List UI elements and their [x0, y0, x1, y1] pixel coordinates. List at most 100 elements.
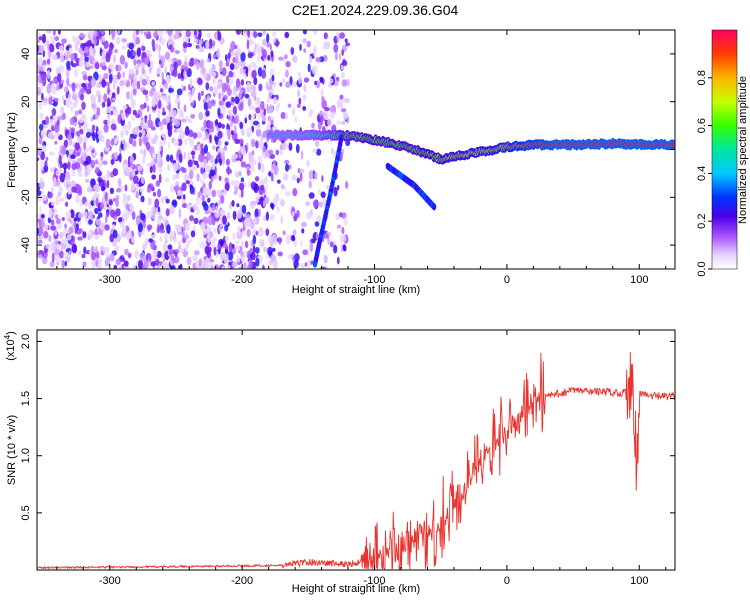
noise-cell: [154, 92, 159, 101]
noise-cell: [334, 52, 338, 61]
noise-cell: [245, 217, 252, 228]
noise-cell: [123, 142, 127, 152]
noise-cell: [188, 61, 194, 67]
noise-cell: [257, 98, 261, 107]
noise-cell: [94, 207, 99, 215]
noise-cell: [303, 48, 307, 53]
noise-cell: [164, 67, 167, 73]
noise-cell: [273, 96, 278, 105]
noise-cell: [121, 38, 127, 43]
noise-cell: [267, 85, 273, 90]
noise-cell: [238, 150, 242, 159]
noise-cell: [257, 155, 263, 164]
noise-cell: [61, 259, 65, 269]
noise-cell: [253, 120, 259, 126]
noise-cell: [201, 256, 205, 266]
noise-cell: [201, 66, 206, 74]
noise-cell: [229, 63, 235, 71]
noise-cell: [263, 176, 269, 185]
noise-cell: [148, 197, 152, 206]
noise-cell: [253, 76, 258, 86]
noise-cell: [311, 65, 318, 75]
noise-cell: [208, 180, 212, 190]
snr-series-line: [37, 351, 675, 570]
noise-cell: [78, 212, 84, 219]
noise-cell: [232, 105, 238, 115]
noise-cell: [329, 106, 334, 113]
noise-cell: [71, 94, 78, 101]
noise-cell: [140, 62, 145, 69]
noise-cell: [167, 37, 174, 46]
noise-cell: [260, 163, 265, 173]
noise-cell: [320, 115, 324, 126]
noise-cell: [184, 234, 189, 240]
noise-cell: [198, 258, 202, 268]
noise-cell: [172, 174, 176, 181]
noise-cell: [88, 231, 93, 238]
noise-cell: [288, 142, 293, 151]
x-tick-label: 100: [630, 274, 648, 286]
noise-cell: [209, 154, 215, 164]
noise-cell: [165, 115, 171, 123]
noise-cell: [108, 73, 113, 84]
noise-cell: [231, 96, 235, 103]
noise-cell: [244, 117, 248, 124]
noise-cell: [168, 141, 171, 149]
noise-cell: [189, 236, 193, 243]
noise-cell: [103, 40, 109, 49]
noise-cell: [339, 94, 344, 100]
noise-cell: [192, 132, 198, 139]
noise-cell: [178, 247, 184, 254]
noise-cell: [50, 219, 55, 226]
noise-cell: [124, 184, 128, 192]
noise-cell: [146, 162, 152, 167]
noise-cell: [217, 80, 223, 86]
noise-cell: [37, 157, 40, 162]
noise-cell: [341, 60, 348, 67]
noise-cell: [168, 102, 172, 113]
noise-cell: [94, 62, 100, 70]
noise-cell: [85, 147, 90, 153]
noise-cell: [121, 112, 125, 121]
noise-cell: [182, 194, 186, 200]
noise-cell: [43, 231, 49, 239]
noise-cell: [235, 47, 242, 57]
noise-cell: [144, 237, 150, 246]
noise-cell: [323, 254, 328, 264]
noise-cell: [158, 30, 164, 37]
noise-cell: [41, 92, 44, 101]
noise-cell: [262, 49, 267, 59]
noise-cell: [276, 206, 280, 214]
noise-cell: [242, 68, 246, 75]
noise-cell: [226, 130, 231, 137]
noise-cell: [39, 177, 44, 183]
noise-cell: [251, 69, 257, 79]
colorbar-label: Normalized spectral amplitude: [737, 76, 749, 224]
noise-cell: [216, 48, 220, 58]
noise-cell: [329, 78, 334, 84]
noise-cell: [76, 135, 80, 142]
noise-cell: [173, 61, 178, 70]
noise-cell: [50, 35, 56, 43]
noise-cell: [253, 31, 258, 39]
noise-cell: [97, 212, 103, 219]
noise-cell: [174, 223, 178, 229]
noise-cell: [234, 240, 241, 245]
noise-cell: [236, 246, 241, 252]
noise-cell: [69, 117, 75, 126]
noise-cell: [301, 221, 307, 228]
noise-cell: [144, 69, 147, 78]
noise-cell: [123, 159, 128, 166]
noise-cell: [117, 177, 122, 187]
noise-cell: [270, 50, 274, 58]
noise-cell: [126, 230, 133, 241]
noise-cell: [147, 119, 153, 129]
noise-cell: [285, 81, 291, 88]
noise-cell: [268, 106, 274, 114]
noise-cell: [160, 37, 166, 46]
noise-cell: [207, 236, 212, 243]
noise-cell: [233, 44, 238, 50]
noise-cell: [58, 251, 65, 259]
noise-cell: [161, 71, 164, 81]
noise-cell: [107, 85, 110, 95]
